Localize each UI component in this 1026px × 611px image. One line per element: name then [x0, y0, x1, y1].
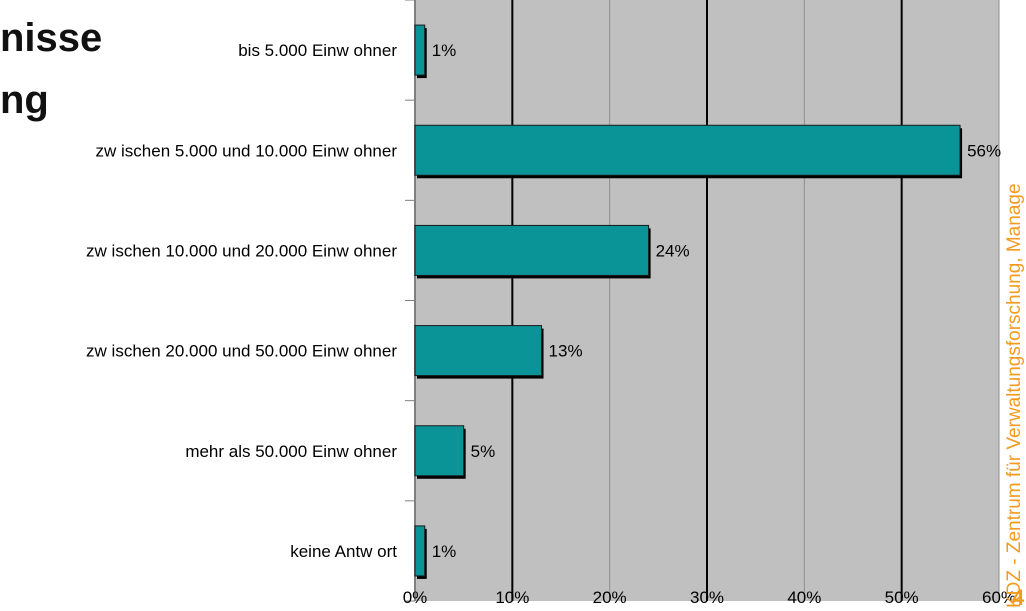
category-label: zw ischen 10.000 und 20.000 Einw ohner	[86, 241, 397, 260]
bar	[414, 325, 543, 377]
category-label: zw ischen 5.000 und 10.000 Einw ohner	[96, 141, 398, 160]
category-label: bis 5.000 Einw ohner	[238, 41, 397, 60]
x-tick-label: 40%	[787, 588, 821, 607]
x-tick-label: 0%	[403, 588, 428, 607]
slide-title-line-1: nisse	[0, 16, 103, 60]
data-label: 24%	[656, 241, 690, 260]
bar	[414, 224, 650, 276]
category-label: mehr als 50.000 Einw ohner	[185, 442, 397, 461]
slide-number: 4	[1012, 585, 1025, 610]
side-footer-text: KDZ - Zentrum für Verwaltungsforschung, …	[1004, 183, 1025, 608]
bar	[414, 425, 465, 477]
category-label: zw ischen 20.000 und 50.000 Einw ohner	[86, 342, 397, 361]
data-label: 5%	[471, 442, 496, 461]
x-tick-label: 10%	[495, 588, 529, 607]
data-label: 1%	[432, 542, 457, 561]
data-label: 1%	[432, 41, 457, 60]
slide-title-line-2: ng	[0, 78, 49, 122]
bar	[414, 124, 961, 176]
x-tick-label: 60%	[982, 588, 1016, 607]
x-tick-label: 30%	[690, 588, 724, 607]
data-label: 13%	[549, 342, 583, 361]
bar	[414, 525, 426, 577]
x-tick-label: 20%	[593, 588, 627, 607]
category-label: keine Antw ort	[290, 542, 397, 561]
data-label: 56%	[967, 141, 1001, 160]
x-tick-label: 50%	[885, 588, 919, 607]
bar	[414, 24, 426, 76]
